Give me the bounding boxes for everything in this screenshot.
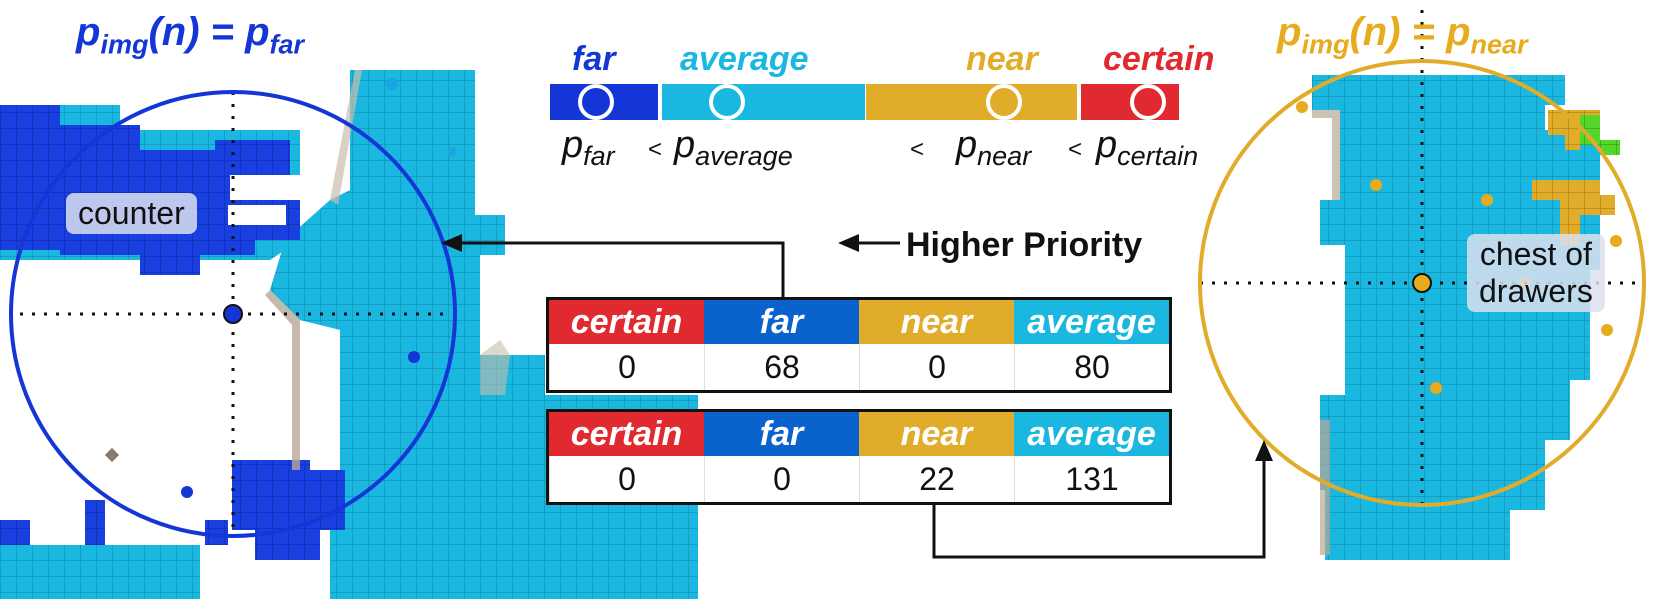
legend-marker-certain: [1130, 84, 1166, 120]
wall-shade-3: [480, 340, 510, 395]
table2-value-certain: 0: [549, 456, 704, 502]
counter-gap: [228, 205, 286, 225]
legend-marker-far: [578, 84, 614, 120]
far-cells-bottom: [232, 460, 345, 560]
higher-priority-label: Higher Priority: [906, 226, 1143, 264]
dot: [1370, 179, 1382, 191]
object-label-line1: chest of: [1479, 236, 1592, 272]
debris: [104, 447, 120, 463]
table1-value-far: 68: [704, 344, 859, 390]
arrowhead-left: [441, 234, 462, 252]
dot: [181, 486, 193, 498]
room-cells: [1312, 75, 1600, 560]
table2-header-certain: certain: [549, 412, 704, 456]
ineq-p-certain: pcertain: [1096, 124, 1199, 172]
robot-position-left: [223, 304, 243, 324]
dot: [1296, 101, 1308, 113]
legend-marker-average: [709, 84, 745, 120]
legend-bar-near: [866, 84, 1077, 120]
dot: [1481, 194, 1493, 206]
table2-value-near: 22: [859, 456, 1014, 502]
wall-shade: [265, 290, 300, 470]
score-table-near: certain far near average 0 0 22 131: [546, 409, 1172, 505]
table2-value-far: 0: [704, 456, 859, 502]
dot: [386, 78, 398, 90]
arrowhead-up: [1255, 440, 1273, 461]
right-title: pimg(n) = pnear: [1277, 10, 1528, 60]
near-range-circle: [1198, 59, 1646, 507]
dot: [1430, 382, 1442, 394]
ineq-p-average: paverage: [674, 124, 793, 172]
table2-header-near: near: [859, 412, 1014, 456]
left-title: pimg(n) = pfar: [76, 10, 305, 60]
arrows: [441, 234, 1273, 559]
dot: [1610, 235, 1622, 247]
ineq-lt-2: <: [910, 136, 925, 163]
score-table-far: certain far near average 0 68 0 80: [546, 297, 1172, 393]
object-label-chest-of-drawers: chest of drawers: [1467, 234, 1605, 312]
near-cells-mid: [1532, 180, 1615, 245]
table1-value-certain: 0: [549, 344, 704, 390]
legend-label-near: near: [966, 40, 1038, 78]
bottom-left-cells: [0, 545, 200, 599]
certain-green-cells: [1580, 115, 1620, 155]
table2-header-far: far: [704, 412, 859, 456]
ineq-lt-1: <: [648, 136, 663, 163]
room-wall-shade: [1312, 110, 1340, 200]
robot-position-right: [1412, 273, 1432, 293]
dot: [447, 147, 457, 157]
dot: [408, 351, 420, 363]
ineq-lt-3: <: [1068, 136, 1083, 163]
table1-header-near: near: [859, 300, 1014, 344]
priority-arrowhead: [838, 234, 859, 252]
object-label-counter: counter: [66, 193, 197, 234]
legend-label-certain: certain: [1103, 40, 1215, 78]
room-wall-shade-2: [1320, 420, 1330, 555]
arrow-to-right-map: [932, 450, 1266, 559]
table2-value-average: 131: [1014, 456, 1169, 502]
legend-label-far: far: [572, 40, 616, 78]
legend-bar: [550, 84, 1179, 120]
legend-marker-near: [986, 84, 1022, 120]
table2-header-average: average: [1014, 412, 1169, 456]
far-cells-small: [0, 500, 228, 545]
table1-value-average: 80: [1014, 344, 1169, 390]
legend-bar-average: [662, 84, 865, 120]
table1-header-certain: certain: [549, 300, 704, 344]
ineq-p-far: pfar: [562, 124, 615, 172]
ineq-p-near: pnear: [956, 124, 1032, 172]
table1-header-far: far: [704, 300, 859, 344]
right-map: [1198, 10, 1646, 560]
dot: [1601, 324, 1613, 336]
object-label-line2: drawers: [1479, 272, 1593, 309]
legend-label-average: average: [680, 40, 809, 78]
arrow-to-left-map: [452, 241, 785, 297]
table1-value-near: 0: [859, 344, 1014, 390]
wall-shade-2: [330, 70, 362, 205]
table1-header-average: average: [1014, 300, 1169, 344]
far-range-circle: [9, 90, 457, 538]
